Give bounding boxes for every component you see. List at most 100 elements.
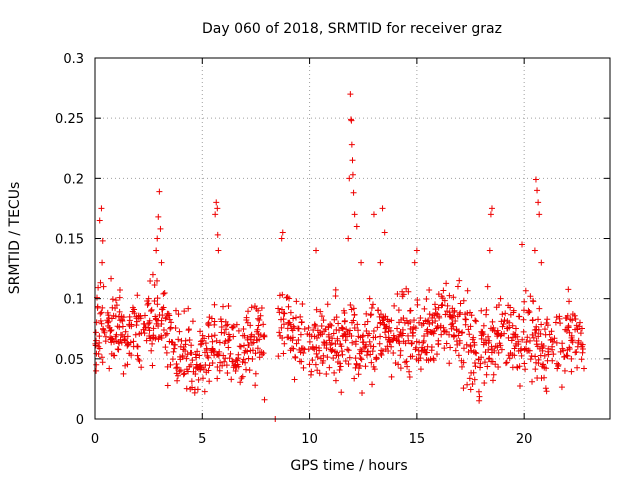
data-point — [472, 363, 479, 370]
data-point — [501, 317, 508, 324]
data-point — [579, 343, 586, 350]
data-point — [473, 350, 480, 357]
data-point — [162, 332, 169, 339]
data-point — [216, 367, 223, 374]
data-point — [552, 319, 559, 326]
data-point — [373, 355, 380, 362]
data-point — [122, 328, 129, 335]
data-point — [188, 342, 195, 349]
data-point — [248, 331, 255, 338]
data-point — [336, 367, 343, 374]
data-point — [175, 336, 182, 343]
data-point — [361, 321, 368, 328]
data-point — [467, 386, 474, 393]
data-point — [158, 317, 165, 324]
data-point — [508, 337, 515, 344]
data-point — [349, 339, 356, 346]
data-point — [347, 91, 354, 98]
data-point — [370, 211, 377, 218]
data-point — [171, 345, 178, 352]
data-point — [535, 316, 542, 323]
data-point — [240, 356, 247, 363]
data-point — [571, 312, 578, 319]
data-point — [502, 360, 509, 367]
data-point — [510, 307, 517, 314]
data-point — [146, 317, 153, 324]
data-point — [102, 333, 109, 340]
data-point — [213, 337, 220, 344]
data-point — [450, 294, 457, 301]
data-point — [164, 330, 171, 337]
data-point — [387, 327, 394, 334]
data-point — [431, 301, 438, 308]
data-point — [308, 368, 315, 375]
data-point — [235, 327, 242, 334]
data-point — [335, 320, 342, 327]
data-point — [306, 331, 313, 338]
data-point — [166, 316, 173, 323]
data-point — [105, 312, 112, 319]
data-point — [523, 339, 530, 346]
data-point — [101, 329, 108, 336]
data-point — [357, 362, 364, 369]
data-point — [478, 354, 485, 361]
data-point — [206, 378, 213, 385]
data-point — [535, 199, 542, 206]
data-point — [362, 363, 369, 370]
y-tick-label: 0.05 — [55, 353, 84, 368]
data-point — [323, 370, 330, 377]
data-point — [501, 330, 508, 337]
data-point — [245, 308, 252, 315]
data-point — [371, 366, 378, 373]
data-point — [385, 334, 392, 341]
data-point — [316, 370, 323, 377]
data-point — [327, 321, 334, 328]
data-point — [146, 327, 153, 334]
data-point — [278, 316, 285, 323]
data-point — [350, 305, 357, 312]
data-point — [255, 322, 262, 329]
data-point — [535, 326, 542, 333]
data-point — [425, 317, 432, 324]
data-point — [353, 361, 360, 368]
data-point — [427, 356, 434, 363]
data-point — [219, 362, 226, 369]
y-tick-label: 0.1 — [63, 293, 84, 308]
data-point — [485, 346, 492, 353]
data-point — [511, 352, 518, 359]
y-tick-label: 0.25 — [55, 112, 84, 127]
data-point — [557, 348, 564, 355]
data-point — [209, 338, 216, 345]
data-point — [470, 334, 477, 341]
data-point — [484, 283, 491, 290]
data-point — [346, 175, 353, 182]
data-point — [132, 331, 139, 338]
data-point — [433, 325, 440, 332]
data-point — [358, 259, 365, 266]
data-point — [540, 343, 547, 350]
data-point — [98, 320, 105, 327]
data-point — [108, 335, 115, 342]
data-point — [214, 375, 221, 382]
data-point — [348, 141, 355, 148]
data-point — [472, 349, 479, 356]
data-point — [121, 337, 128, 344]
data-point — [187, 361, 194, 368]
data-point — [314, 367, 321, 374]
data-point — [305, 346, 312, 353]
data-point — [411, 259, 418, 266]
data-point — [519, 241, 526, 248]
data-point — [309, 357, 316, 364]
data-point — [289, 334, 296, 341]
data-point — [572, 316, 579, 323]
data-point — [155, 213, 162, 220]
data-point — [203, 347, 210, 354]
data-point — [211, 318, 218, 325]
data-point — [243, 366, 250, 373]
data-point — [257, 312, 264, 319]
data-point — [384, 343, 391, 350]
data-point — [521, 346, 528, 353]
data-point — [181, 308, 188, 315]
data-point — [363, 352, 370, 359]
data-point — [205, 321, 212, 328]
